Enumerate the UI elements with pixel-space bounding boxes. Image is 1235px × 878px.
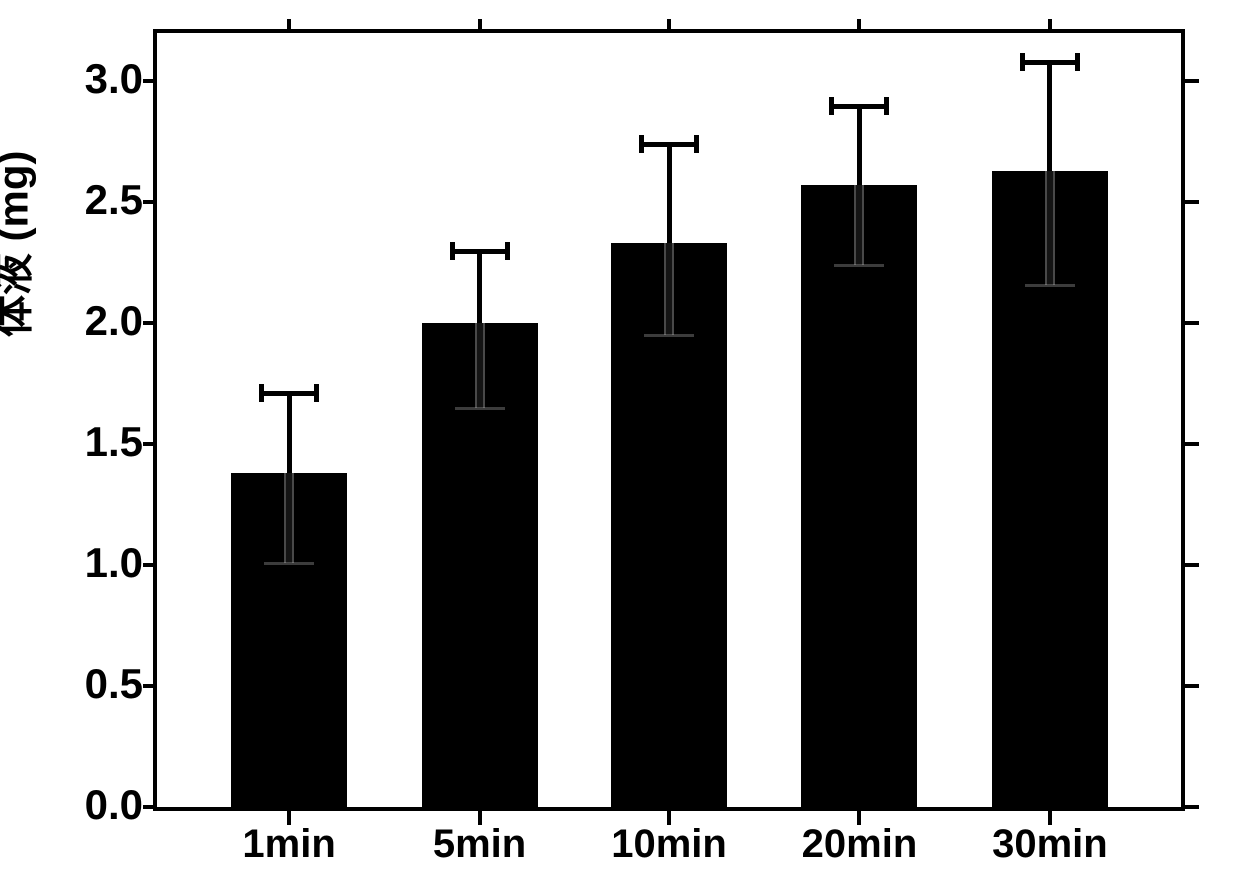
bar xyxy=(801,185,917,807)
error-bar-serif xyxy=(259,384,264,402)
error-bar-serif xyxy=(829,97,834,115)
y-tick-label: 3.0 xyxy=(85,55,143,103)
y-tick-mark xyxy=(143,200,157,204)
x-tick-label: 20min xyxy=(802,822,918,867)
error-bar-lower xyxy=(664,243,674,335)
x-tick-mark-top xyxy=(857,19,861,33)
x-tick-mark-top xyxy=(1048,19,1052,33)
x-tick-label: 5min xyxy=(433,822,526,867)
error-bar-lower-cap xyxy=(264,562,314,565)
y-tick-mark-right xyxy=(1185,805,1199,809)
x-tick-mark-top xyxy=(478,19,482,33)
y-tick-mark-right xyxy=(1185,79,1199,83)
y-tick-label: 1.0 xyxy=(85,539,143,587)
y-tick-mark xyxy=(143,321,157,325)
y-axis-label: 体液 (mg) xyxy=(0,151,41,338)
error-bar-upper-cap xyxy=(450,249,510,254)
y-tick-label: 2.5 xyxy=(85,176,143,224)
error-bar-serif xyxy=(1075,53,1080,71)
x-tick-mark xyxy=(478,811,482,825)
error-bar-serif xyxy=(314,384,319,402)
y-tick-mark-right xyxy=(1185,200,1199,204)
error-bar-upper-line xyxy=(1047,62,1052,171)
y-tick-mark-right xyxy=(1185,684,1199,688)
error-bar-upper-line xyxy=(287,393,292,473)
error-bar-lower xyxy=(284,473,294,562)
y-tick-label: 1.5 xyxy=(85,418,143,466)
error-bar-lower-cap xyxy=(644,334,694,337)
y-tick-mark xyxy=(143,79,157,83)
y-tick-label: 0.5 xyxy=(85,660,143,708)
x-tick-mark-top xyxy=(287,19,291,33)
y-tick-mark xyxy=(143,684,157,688)
error-bar-serif xyxy=(694,135,699,153)
y-tick-label: 0.0 xyxy=(85,781,143,829)
error-bar-serif xyxy=(639,135,644,153)
y-tick-mark xyxy=(143,563,157,567)
x-tick-mark xyxy=(667,811,671,825)
x-tick-mark xyxy=(857,811,861,825)
error-bar-lower xyxy=(475,323,485,408)
error-bar-serif xyxy=(1020,53,1025,71)
error-bar-upper-cap xyxy=(639,142,699,147)
error-bar-lower-cap xyxy=(455,407,505,410)
error-bar-upper-line xyxy=(477,251,482,324)
x-tick-mark xyxy=(287,811,291,825)
error-bar-upper-line xyxy=(857,106,862,186)
y-tick-label: 2.0 xyxy=(85,297,143,345)
error-bar-lower-cap xyxy=(1025,284,1075,287)
error-bar-serif xyxy=(884,97,889,115)
error-bar-lower xyxy=(1045,171,1055,285)
error-bar-lower xyxy=(854,185,864,265)
error-bar-upper-line xyxy=(667,144,672,243)
y-tick-mark-right xyxy=(1185,442,1199,446)
error-bar-serif xyxy=(450,242,455,260)
error-bar-serif xyxy=(505,242,510,260)
x-tick-mark xyxy=(1048,811,1052,825)
error-bar-upper-cap xyxy=(829,104,889,109)
x-tick-label: 10min xyxy=(611,822,727,867)
y-tick-mark-right xyxy=(1185,321,1199,325)
x-tick-mark-top xyxy=(667,19,671,33)
error-bar-lower-cap xyxy=(834,264,884,267)
x-tick-label: 1min xyxy=(242,822,335,867)
error-bar-upper-cap xyxy=(259,391,319,396)
y-tick-mark-right xyxy=(1185,563,1199,567)
error-bar-upper-cap xyxy=(1020,60,1080,65)
x-tick-label: 30min xyxy=(992,822,1108,867)
y-tick-mark xyxy=(143,442,157,446)
y-tick-mark xyxy=(143,805,157,809)
